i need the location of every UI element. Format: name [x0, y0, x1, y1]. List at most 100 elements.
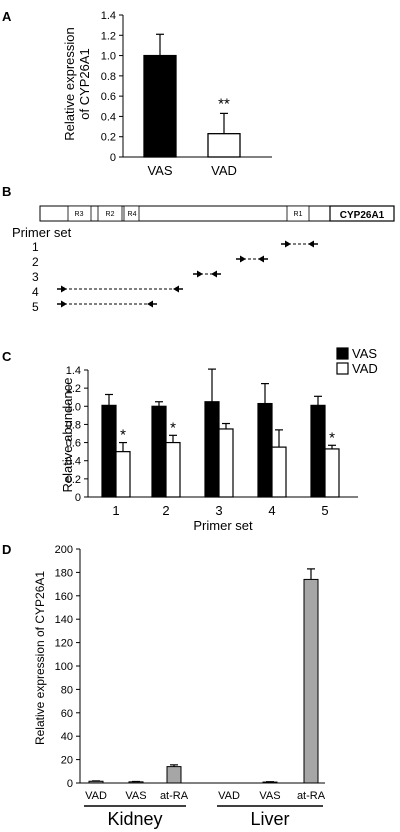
a-y-tick-label: 1.4 — [101, 10, 116, 22]
category-label: VAS — [125, 790, 146, 802]
a-y-tick-label: 0.2 — [101, 132, 116, 144]
panel-a: A Relative expression of CYP26A1 0 0.2 0.4… — [2, 9, 272, 178]
reverse-primer-arrowhead — [258, 255, 264, 263]
primer-set-1 — [281, 240, 318, 248]
bar-vas-2 — [151, 405, 167, 498]
y-ticks-c: 0 0.2 0.4 0.6 0.8 1.0 1.2 1.4 — [66, 365, 88, 504]
panel-letter-b: B — [2, 184, 11, 199]
bar-vas-3 — [204, 401, 220, 498]
a-y-tick-label: 1.2 — [101, 30, 116, 42]
panel-letter-c: C — [2, 349, 12, 364]
forward-primer-arrowhead — [61, 300, 67, 308]
error-bar — [169, 434, 177, 443]
primer-set-4 — [57, 285, 183, 293]
bar-vas-4 — [257, 402, 273, 498]
y-ticks-a: 0 0.2 0.4 0.6 0.8 1.0 1.2 1.4 — [101, 10, 123, 164]
error-bar — [170, 764, 178, 767]
reverse-primer-arrowhead — [211, 270, 217, 278]
category-label: at-RA — [160, 790, 189, 802]
category-label: 4 — [268, 503, 275, 518]
segment-label-r2: R2 — [106, 211, 115, 218]
error-bar — [314, 395, 322, 406]
legend-label-vad: VAD — [352, 361, 378, 376]
bar-vad — [207, 133, 241, 158]
category-label: VAD — [211, 163, 237, 178]
d-y-tick-label: 40 — [61, 731, 73, 743]
bar-vad-5 — [324, 448, 340, 498]
panel-b: B CYP26A1 R3 R2 R4 R1 Primer set 1 2 3 4… — [2, 184, 395, 314]
bar-vas-5 — [310, 404, 326, 498]
primer-set-label-1: 1 — [32, 240, 39, 254]
primer-set-5 — [57, 300, 157, 308]
category-label: 1 — [112, 503, 119, 518]
bar-at-ra — [303, 578, 319, 784]
segment-label-r1: R1 — [294, 211, 303, 218]
d-y-tick-label: 180 — [55, 567, 73, 579]
xlabel-c: Primer set — [193, 518, 253, 533]
significance-marker: * — [170, 419, 176, 436]
error-bar — [105, 393, 113, 406]
error-bar — [156, 33, 164, 56]
d-y-tick-label: 120 — [55, 638, 73, 650]
ylabel-a-line1: Relative expression — [62, 27, 77, 140]
a-y-tick-label: 1.0 — [101, 51, 116, 63]
segment-label-r4: R4 — [128, 211, 137, 218]
error-bar — [119, 441, 127, 452]
segment-r3: R3 — [67, 205, 92, 222]
d-y-tick-label: 0 — [67, 778, 73, 790]
d-y-tick-label: 160 — [55, 591, 73, 603]
ylabel-d: Relative expression of CYP26A1 — [33, 571, 47, 745]
d-y-tick-label: 140 — [55, 614, 73, 626]
forward-primer-arrowhead — [240, 255, 246, 263]
group-label-liver: Liver — [250, 809, 289, 829]
primer-set-label-2: 2 — [32, 255, 39, 269]
panel-d: D Relative expression of CYP26A1 0 20 40 60… — [2, 542, 326, 829]
d-y-tick-label: 20 — [61, 755, 73, 767]
forward-primer-arrowhead — [197, 270, 203, 278]
legend-label-vas: VAS — [352, 346, 377, 361]
bar-vad-3 — [218, 428, 234, 498]
c-y-tick-label: 1.4 — [66, 365, 81, 377]
category-label: VAS — [147, 163, 172, 178]
error-bar — [155, 401, 163, 407]
error-bar — [275, 429, 283, 448]
gene-label-box — [329, 205, 395, 222]
significance-marker: * — [120, 427, 126, 444]
a-y-tick-label: 0.6 — [101, 91, 116, 103]
c-y-tick-label: 0 — [75, 492, 81, 504]
primer-set-label-3: 3 — [32, 270, 39, 284]
bar-vad — [88, 780, 104, 784]
c-y-tick-label: 0.8 — [66, 419, 81, 431]
error-bar — [208, 368, 216, 402]
category-label: VAD — [85, 790, 107, 802]
bar-at-ra — [166, 766, 182, 784]
primer-set-title: Primer set — [12, 225, 72, 240]
panel-letter-a: A — [2, 9, 12, 24]
c-y-tick-label: 1.2 — [66, 383, 81, 395]
error-bar — [222, 422, 230, 429]
segment-r4: R4 — [123, 205, 140, 222]
primer-set-label-5: 5 — [32, 300, 39, 314]
d-y-tick-label: 60 — [61, 708, 73, 720]
reverse-primer-arrowhead — [173, 285, 179, 293]
segment-label-r3: R3 — [75, 211, 84, 218]
bar-vas — [143, 54, 177, 158]
category-label: 3 — [215, 503, 222, 518]
panel-letter-d: D — [2, 542, 11, 557]
a-y-tick-label: 0.4 — [101, 111, 116, 123]
legend-swatch-vad — [336, 362, 349, 375]
c-y-tick-label: 0.2 — [66, 474, 81, 486]
category-label: 2 — [162, 503, 169, 518]
bar-vas-1 — [101, 404, 117, 498]
category-label: 5 — [321, 503, 328, 518]
d-y-tick-label: 80 — [61, 684, 73, 696]
bars-c: * 1 * 2 3 4 * 5 — [101, 368, 340, 518]
a-y-tick-label: 0.8 — [101, 71, 116, 83]
category-label: VAD — [218, 790, 240, 802]
d-y-tick-label: 200 — [55, 544, 73, 556]
c-y-tick-label: 1.0 — [66, 401, 81, 413]
bars-d: VAD VAS at-RA VAD VAS at-RA Kidney Liver — [84, 568, 326, 829]
group-label-kidney: Kidney — [107, 809, 162, 829]
